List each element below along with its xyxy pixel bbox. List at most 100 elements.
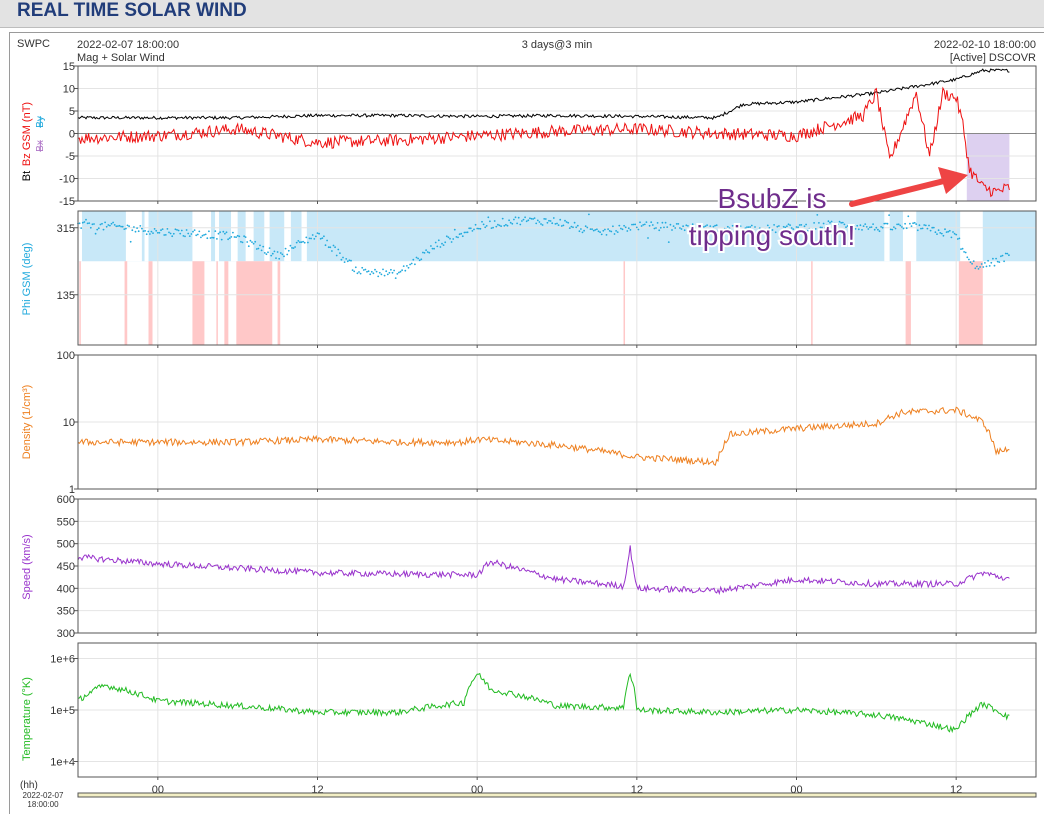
phi-point <box>923 224 926 226</box>
phi-gap <box>902 211 917 262</box>
phi-point <box>385 270 388 273</box>
phi-point <box>335 254 338 257</box>
phi-point <box>758 227 761 230</box>
phi-point <box>442 244 445 247</box>
phi-point <box>289 244 292 247</box>
phi-point <box>477 227 480 230</box>
phi-point <box>870 226 873 229</box>
phi-point <box>864 223 867 226</box>
phi-point <box>391 271 394 274</box>
phi-point <box>150 230 153 233</box>
phi-point <box>401 269 403 272</box>
phi-point <box>613 233 616 235</box>
phi-point <box>166 228 169 230</box>
phi-point <box>928 224 930 227</box>
phi-point <box>120 225 122 228</box>
phi-point <box>992 257 994 260</box>
phi-point <box>565 221 568 223</box>
phi-point <box>110 222 113 225</box>
phi-point <box>926 227 929 230</box>
phi-point <box>152 232 154 235</box>
phi-point <box>133 226 135 228</box>
phi-point <box>343 261 346 263</box>
phi-point <box>739 225 742 228</box>
phi-gap <box>284 211 291 262</box>
phi-point <box>549 220 552 222</box>
phi-point <box>893 226 895 229</box>
phi-point <box>457 236 459 239</box>
phi-point <box>378 271 381 274</box>
phi-point <box>268 247 271 250</box>
ytick-label-speed: 400 <box>57 583 75 595</box>
phi-point <box>621 228 624 231</box>
phi-point <box>254 240 257 243</box>
phi-point <box>369 273 372 276</box>
phi-toward-band <box>277 261 281 345</box>
phi-point <box>972 260 975 262</box>
ytick-label-density: 100 <box>57 350 75 362</box>
phi-point <box>316 232 319 235</box>
phi-point <box>224 232 226 235</box>
phi-point <box>682 225 684 228</box>
phi-point <box>699 226 702 229</box>
phi-point <box>878 230 881 233</box>
legend-bx[interactable]: Bx <box>35 140 46 152</box>
phi-point <box>675 223 678 225</box>
phi-point <box>599 231 601 234</box>
phi-point <box>394 277 397 279</box>
phi-point <box>857 228 860 231</box>
phi-point <box>529 217 531 220</box>
phi-point <box>318 232 320 235</box>
phi-point <box>536 219 539 222</box>
phi-point <box>307 241 309 244</box>
phi-point <box>137 230 140 233</box>
phi-point <box>947 230 950 233</box>
phi-point <box>564 219 566 222</box>
phi-point <box>279 252 282 254</box>
phi-point <box>746 226 748 229</box>
phi-point <box>402 265 405 267</box>
phi-point <box>616 231 619 234</box>
phi-point <box>101 222 103 225</box>
source-label: SWPC <box>17 38 50 50</box>
ytick-label-bz: 15 <box>63 61 75 73</box>
phi-point <box>155 229 158 232</box>
phi-point <box>723 227 726 230</box>
phi-point <box>287 249 290 252</box>
phi-point <box>715 224 718 227</box>
phi-point <box>557 224 560 227</box>
time-slider-bar <box>77 792 1037 798</box>
phi-point <box>987 259 989 262</box>
phi-point <box>881 226 884 229</box>
phi-point <box>425 249 427 252</box>
phi-point <box>270 254 273 257</box>
phi-point <box>521 220 523 222</box>
phi-point <box>1003 260 1005 263</box>
phi-point <box>299 241 301 244</box>
phi-point <box>693 226 696 229</box>
phi-point <box>209 237 212 239</box>
phi-point <box>461 235 464 238</box>
phi-point <box>600 233 603 236</box>
ylabel-speed: Speed (km/s) <box>21 534 33 599</box>
phi-point <box>354 266 357 269</box>
legend-by[interactable]: By <box>35 116 46 128</box>
phi-point <box>679 227 681 229</box>
phi-point <box>669 223 672 226</box>
phi-gap <box>884 211 890 262</box>
phi-point <box>286 253 289 256</box>
phi-point <box>96 228 99 231</box>
phi-point <box>484 226 487 229</box>
phi-point <box>562 224 565 227</box>
phi-point <box>524 216 526 219</box>
phi-point <box>422 251 424 254</box>
phi-point <box>492 226 494 229</box>
phi-point <box>865 226 868 228</box>
phi-point <box>404 269 407 272</box>
phi-point <box>632 223 635 226</box>
phi-point <box>810 229 812 232</box>
phi-point <box>591 228 593 231</box>
phi-point <box>548 219 550 222</box>
phi-gap <box>78 211 82 262</box>
phi-point <box>468 227 471 230</box>
